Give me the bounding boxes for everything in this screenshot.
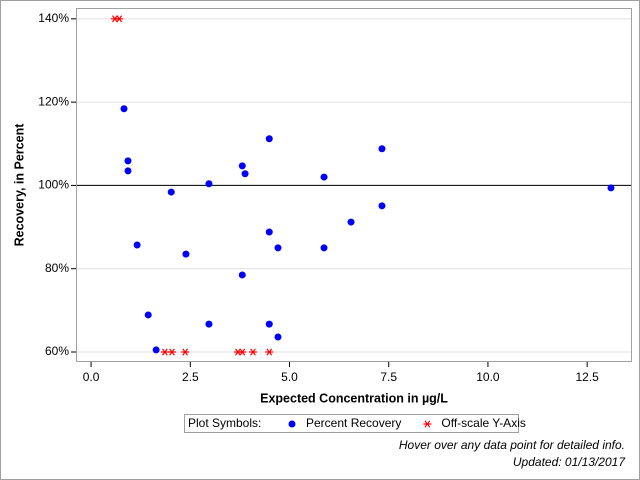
point[interactable] xyxy=(205,180,213,188)
x-tick-label: 5.0 xyxy=(281,370,298,384)
point xyxy=(288,420,296,428)
footnote: Hover over any data point for detailed i… xyxy=(399,438,625,452)
point[interactable] xyxy=(265,320,273,328)
star-marker[interactable] xyxy=(238,348,247,356)
y-tick-label: 120% xyxy=(38,94,69,108)
x-tick-label: 0.0 xyxy=(83,370,100,384)
y-tick-label: 140% xyxy=(38,11,69,25)
y-tick-label: 80% xyxy=(45,261,69,275)
point[interactable] xyxy=(238,162,246,170)
star-marker xyxy=(423,420,432,428)
point[interactable] xyxy=(320,173,328,181)
y-axis-label: Recovery, in Percent xyxy=(12,123,26,247)
point[interactable] xyxy=(205,320,213,328)
y-tick-label: 60% xyxy=(45,344,69,358)
legend-title: Plot Symbols: xyxy=(188,416,261,430)
point[interactable] xyxy=(124,157,132,165)
point[interactable] xyxy=(124,167,132,175)
star-marker[interactable] xyxy=(248,348,257,356)
point[interactable] xyxy=(265,228,273,236)
point[interactable] xyxy=(274,333,282,341)
legend-box xyxy=(184,414,519,433)
x-tick-label: 7.5 xyxy=(380,370,397,384)
star-marker[interactable] xyxy=(160,348,169,356)
y-tick-label: 100% xyxy=(38,178,69,192)
point[interactable] xyxy=(120,105,128,113)
point[interactable] xyxy=(167,188,175,196)
legend-label: Percent Recovery xyxy=(306,416,401,430)
star-marker[interactable] xyxy=(265,348,274,356)
point[interactable] xyxy=(144,311,152,319)
star-marker[interactable] xyxy=(168,348,177,356)
point[interactable] xyxy=(182,250,190,258)
legend-label: Off-scale Y-Axis xyxy=(441,416,525,430)
point[interactable] xyxy=(152,346,160,354)
point[interactable] xyxy=(320,244,328,252)
point[interactable] xyxy=(274,244,282,252)
star-marker[interactable] xyxy=(181,348,190,356)
point[interactable] xyxy=(241,170,249,178)
x-tick-label: 12.5 xyxy=(575,370,599,384)
x-tick-label: 10.0 xyxy=(476,370,500,384)
point[interactable] xyxy=(265,135,273,143)
footnote: Updated: 01/13/2017 xyxy=(513,455,626,469)
x-axis-label: Expected Concentration in µg/L xyxy=(260,391,448,405)
point[interactable] xyxy=(133,241,141,249)
point[interactable] xyxy=(378,145,386,153)
x-tick-label: 2.5 xyxy=(182,370,199,384)
point[interactable] xyxy=(607,184,615,192)
point[interactable] xyxy=(347,218,355,226)
point[interactable] xyxy=(238,271,246,279)
star-marker[interactable] xyxy=(115,15,124,23)
point[interactable] xyxy=(378,202,386,210)
